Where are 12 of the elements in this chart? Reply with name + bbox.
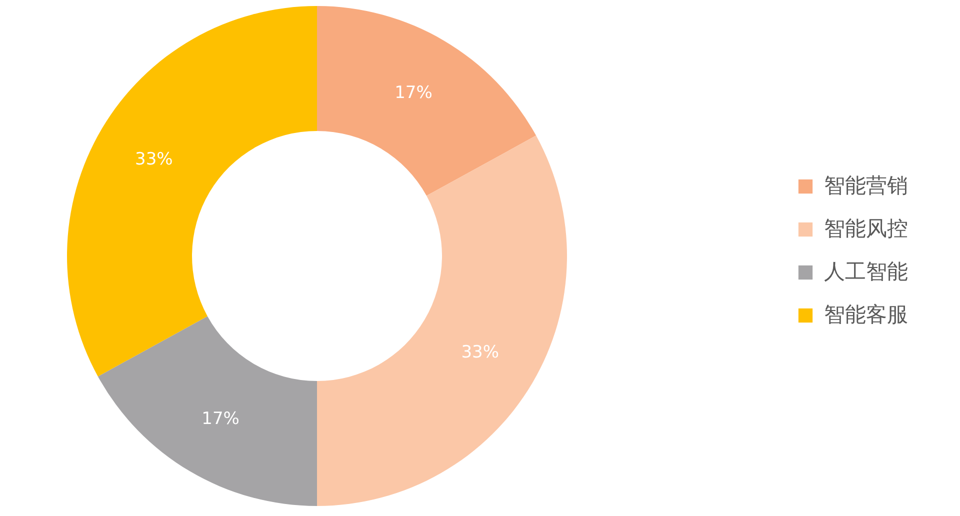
legend-label: 人工智能 [824,260,908,284]
data-label: 17% [394,82,432,103]
donut-slice [98,316,317,506]
data-label: 33% [461,342,500,362]
data-label: 33% [134,150,173,170]
legend-label: 智能风控 [824,216,908,240]
legend-label: 智能营销 [824,174,908,198]
donut-slice [67,6,317,376]
donut-slice [317,136,567,506]
data-label: 17% [202,409,240,430]
legend-label: 智能客服 [824,302,908,326]
donut-slice [317,6,536,196]
